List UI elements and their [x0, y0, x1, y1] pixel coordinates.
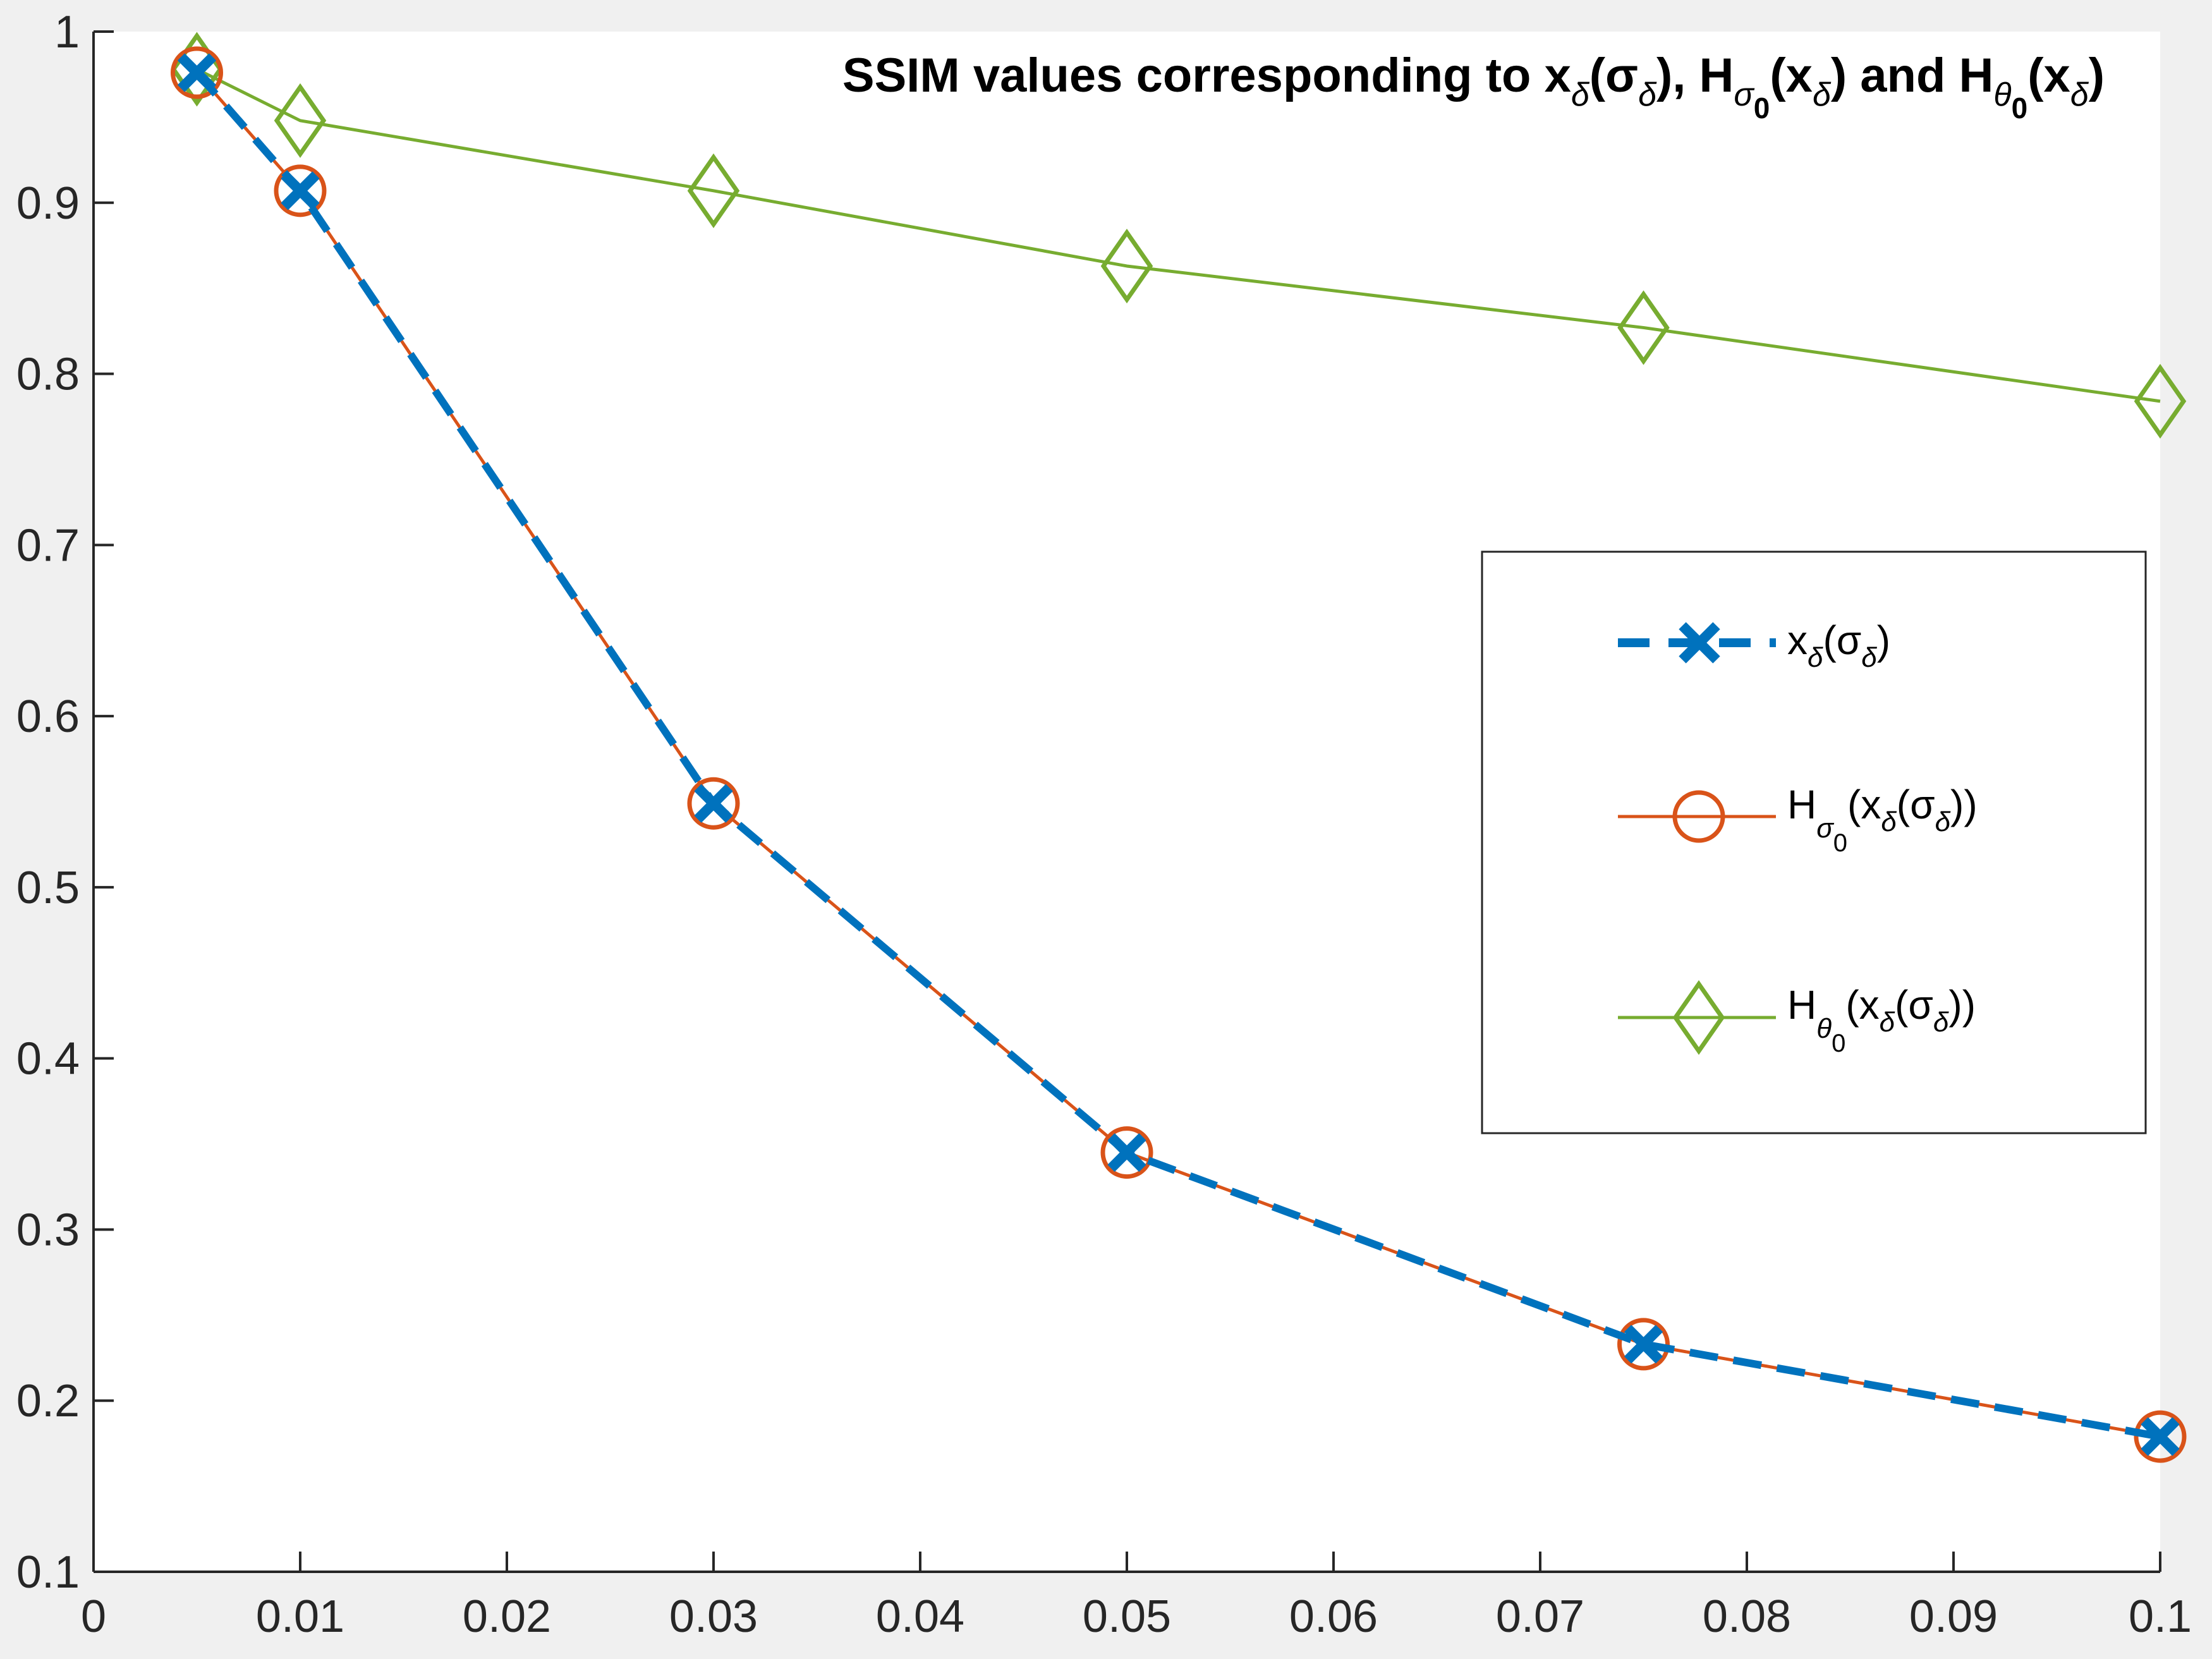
y-tick-label: 0.7: [16, 520, 80, 571]
x-tick-label: 0.07: [1496, 1591, 1584, 1642]
x-tick-label: 0.08: [1703, 1591, 1791, 1642]
y-tick-label: 0.6: [16, 691, 80, 742]
data-point-diamond: [1100, 228, 1153, 304]
data-point-x: [694, 784, 733, 823]
x-tick-label: 0.02: [463, 1591, 551, 1642]
y-tick-label: 0.3: [16, 1205, 80, 1255]
legend-marker-diamond: [1672, 980, 1725, 1055]
y-tick-label: 0.8: [16, 349, 80, 400]
axes-layer: 0 0.01 0.02 0.03 0.04 0.05 0.06 0.07 0.08 0.09 0.1…: [16, 7, 2192, 1642]
legend-label-x-delta: xδ(σδ): [1787, 617, 1890, 673]
legend-label-h-theta: Hθ0(xδ(σδ)): [1787, 982, 1976, 1057]
data-point-x: [281, 171, 320, 210]
data-point-diamond: [274, 83, 327, 158]
x-tick-label: 0.01: [256, 1591, 344, 1642]
legend: xδ(σδ) Hσ0(xδ(σδ)) Hθ0(xδ(σδ)): [1481, 550, 2147, 1134]
x-tick-label: 0: [81, 1591, 106, 1642]
data-point-diamond: [2134, 363, 2187, 439]
x-tick-label: 0.06: [1289, 1591, 1378, 1642]
series-1: [177, 53, 2180, 1456]
series-layer: [171, 32, 2187, 1463]
x-tick-label: 0.03: [669, 1591, 758, 1642]
x-tick-label: 0.04: [876, 1591, 964, 1642]
y-tick-label: 0.4: [16, 1034, 80, 1085]
y-tick-label: 0.1: [16, 1547, 80, 1598]
data-point-diamond: [1617, 290, 1670, 365]
data-point-x: [2141, 1417, 2180, 1456]
data-point-circle: [171, 46, 223, 99]
data-point-diamond: [687, 153, 740, 228]
data-point-x: [177, 53, 217, 92]
x-tick-label: 0.09: [1909, 1591, 1998, 1642]
x-tick-label: 0.05: [1083, 1591, 1171, 1642]
data-point-circle: [2134, 1410, 2187, 1463]
legend-marker-circle: [1672, 790, 1725, 843]
y-tick-label: 0.9: [16, 178, 80, 229]
legend-box: [1481, 550, 2147, 1134]
legend-marker-x: [1679, 622, 1720, 664]
y-tick-label: 0.5: [16, 863, 80, 913]
data-point-x: [1624, 1325, 1663, 1364]
data-point-circle: [1100, 1126, 1153, 1179]
chart-title: SSIM values corresponding to xδ(σδ), Hσ0…: [842, 49, 2105, 125]
y-tick-label: 0.2: [16, 1376, 80, 1426]
data-point-circle: [274, 164, 327, 217]
series-3: [171, 32, 2187, 439]
legend-entry-h-theta: Hθ0(xδ(σδ)): [1618, 980, 1976, 1057]
data-point-circle: [687, 777, 740, 830]
legend-label-h-sigma: Hσ0(xδ(σδ)): [1787, 782, 1978, 857]
data-point-circle: [1617, 1318, 1670, 1371]
legend-entry-h-sigma: Hσ0(xδ(σδ)): [1618, 782, 1978, 857]
x-tick-label: 0.1: [2129, 1591, 2192, 1642]
legend-entry-x-delta: xδ(σδ): [1618, 617, 1890, 673]
data-point-x: [1107, 1133, 1146, 1172]
y-tick-label: 1: [54, 7, 80, 58]
series-line: [193, 70, 2161, 1440]
